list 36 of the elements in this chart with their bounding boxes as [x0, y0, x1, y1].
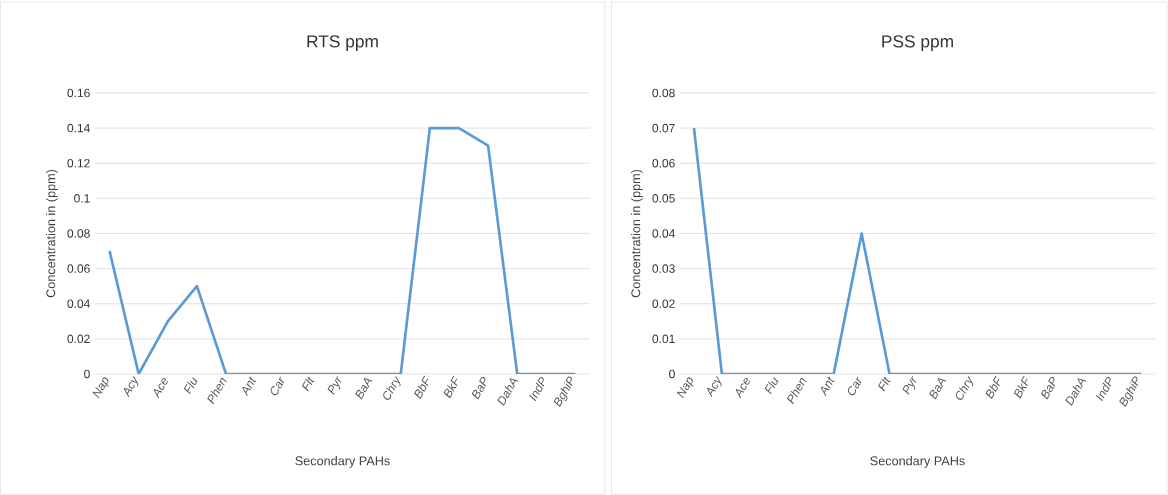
- y-tick-label: 0.02: [652, 299, 675, 308]
- x-tick-label: Flt: [301, 376, 315, 392]
- y-tick-label: 0.07: [652, 123, 675, 133]
- x-tick-label: Ant: [820, 376, 835, 397]
- x-tick-label: Flt: [878, 376, 891, 392]
- y-tick-label: 0.14: [67, 123, 90, 133]
- x-axis-title: Secondary PAHs: [295, 456, 390, 468]
- y-tick-label: 0.08: [67, 229, 90, 238]
- y-tick-label: 0.04: [652, 229, 675, 238]
- x-tick-label: Flu: [764, 377, 779, 395]
- y-tick-label: 0.02: [67, 334, 90, 344]
- x-tick-label: Ant: [242, 376, 256, 397]
- y-tick-label: 0.06: [67, 264, 90, 273]
- y-tick-label: 0.12: [67, 158, 90, 168]
- x-tick-label: Car: [847, 376, 862, 396]
- x-tick-label: Pyr: [327, 375, 342, 395]
- x-axis-title: Secondary PAHs: [870, 456, 965, 468]
- y-tick-label: 0.01: [652, 334, 675, 344]
- x-tick-label: Ace: [735, 378, 750, 399]
- x-tick-label: Ace: [153, 378, 168, 399]
- y-tick-label: 0.08: [652, 88, 675, 98]
- y-tick-label: 0.05: [652, 194, 675, 203]
- x-tick-label: Car: [270, 376, 285, 396]
- chart-title: PSS ppm: [882, 35, 953, 51]
- x-tick-label: Pyr: [902, 375, 917, 395]
- y-tick-label: 0: [84, 369, 90, 379]
- x-tick-label: Flu: [183, 377, 198, 395]
- y-tick-label: 0.06: [652, 158, 675, 168]
- y-tick-label: 0.1: [74, 194, 90, 203]
- chart-title: RTS ppm: [307, 35, 378, 51]
- y-axis-title: Concentration in (ppm): [630, 169, 643, 298]
- y-tick-label: 0: [669, 369, 675, 379]
- y-tick-label: 0.16: [67, 88, 90, 98]
- y-axis-title: Concentration in (ppm): [45, 169, 58, 298]
- y-tick-label: 0.04: [67, 299, 90, 308]
- y-tick-label: 0.03: [652, 264, 675, 273]
